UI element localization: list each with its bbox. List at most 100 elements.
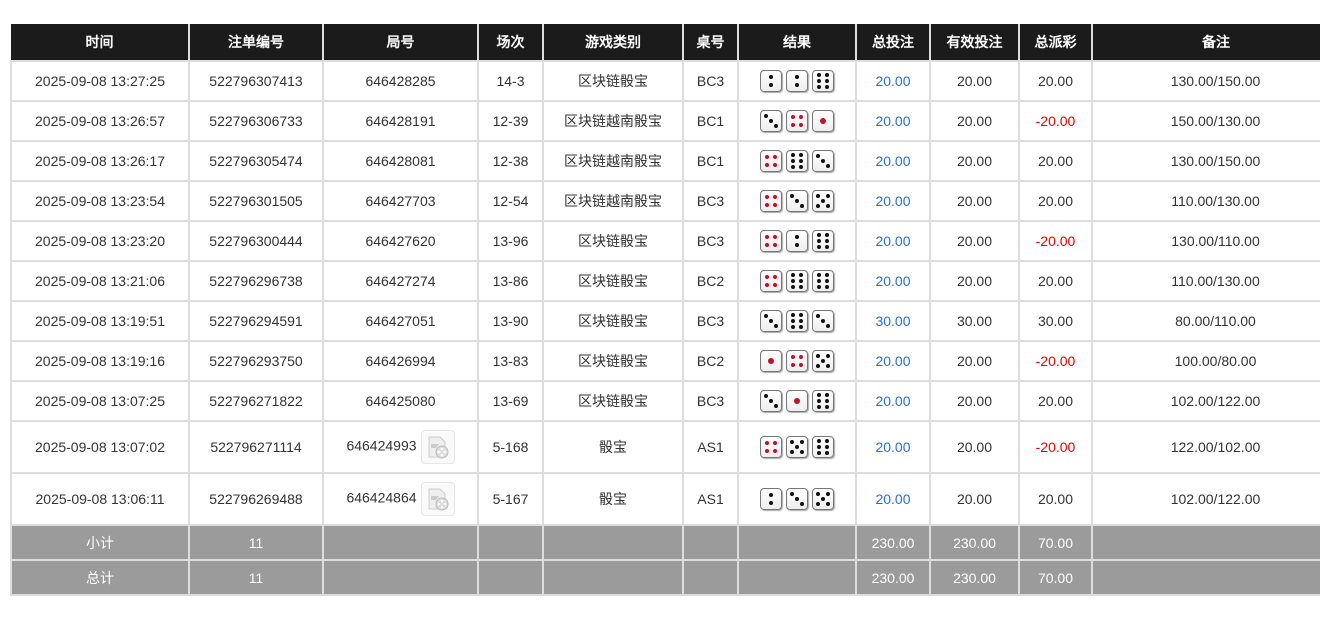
die-1-icon (812, 110, 834, 132)
session-cell: 5-168 (477, 420, 544, 474)
valid-bet-cell: 20.00 (929, 100, 1020, 142)
payout-cell: 20.00 (1018, 380, 1093, 422)
subtotal-label: 小计 (10, 524, 190, 561)
total-label: 总计 (10, 559, 190, 596)
time-cell: 2025-09-08 13:23:54 (10, 180, 190, 222)
table-row: 2025-09-08 13:27:25 522796307413 646428285… (10, 60, 1320, 102)
session-cell: 13-69 (477, 380, 544, 422)
table-row: 2025-09-08 13:19:51 522796294591 646427051… (10, 300, 1320, 342)
result-cell (737, 300, 857, 342)
bet-no-cell: 522796294591 (188, 300, 324, 342)
die-5-icon (812, 190, 834, 212)
header-bet-no: 注单编号 (188, 24, 323, 61)
table-no-cell: BC2 (682, 260, 739, 302)
round-cell: 646427051 (322, 300, 479, 342)
game-type-cell: 区块链骰宝 (542, 340, 684, 382)
round-number: 646427274 (365, 273, 436, 289)
subtotal-total-bet: 230.00 (855, 524, 931, 561)
die-3-icon (786, 488, 808, 510)
payout-cell: 20.00 (1018, 60, 1093, 102)
round-cell: 646424864 (322, 472, 479, 526)
note-cell: 122.00/102.00 (1091, 420, 1320, 474)
note-cell: 110.00/130.00 (1091, 260, 1320, 302)
note-cell: 150.00/130.00 (1091, 100, 1320, 142)
payout-cell: 20.00 (1018, 472, 1093, 526)
round-cell: 646427703 (322, 180, 479, 222)
valid-bet-cell: 20.00 (929, 60, 1020, 102)
die-4-icon (786, 110, 808, 132)
table-no-cell: BC1 (682, 100, 739, 142)
round-number: 646424993 (346, 437, 417, 454)
game-type-cell: 区块链骰宝 (542, 60, 684, 102)
session-cell: 12-39 (477, 100, 544, 142)
session-cell: 12-38 (477, 140, 544, 182)
table-row: 2025-09-08 13:21:06 522796296738 646427274… (10, 260, 1320, 302)
total-bet-cell: 30.00 (855, 300, 931, 342)
bet-no-cell: 522796293750 (188, 340, 324, 382)
total-bet-cell: 20.00 (855, 180, 931, 222)
bet-records-table: 时间 注单编号 局号 场次 游戏类别 桌号 结果 总投注 有效投注 总派彩 备注 2025-09-0… (10, 24, 1320, 596)
round-number: 646428285 (365, 73, 436, 89)
result-cell (737, 260, 857, 302)
round-number: 646426994 (365, 353, 436, 369)
bet-no-cell: 522796271822 (188, 380, 324, 422)
round-number: 646427051 (365, 313, 436, 329)
result-cell (737, 140, 857, 182)
time-cell: 2025-09-08 13:26:17 (10, 140, 190, 182)
game-type-cell: 区块链越南骰宝 (542, 140, 684, 182)
header-session: 场次 (477, 24, 543, 61)
round-number: 646425080 (365, 393, 436, 409)
die-3-icon (760, 310, 782, 332)
valid-bet-cell: 20.00 (929, 220, 1020, 262)
empty-cell (1091, 524, 1320, 561)
payout-cell: -20.00 (1018, 340, 1093, 382)
table-row: 2025-09-08 13:23:20 522796300444 646427620… (10, 220, 1320, 262)
round-cell: 646427274 (322, 260, 479, 302)
round-cell: 646428191 (322, 100, 479, 142)
empty-cell (682, 559, 739, 596)
valid-bet-cell: 20.00 (929, 340, 1020, 382)
die-4-icon (786, 350, 808, 372)
die-5-icon (812, 488, 834, 510)
time-cell: 2025-09-08 13:27:25 (10, 60, 190, 102)
table-no-cell: BC3 (682, 60, 739, 102)
total-bet-cell: 20.00 (855, 220, 931, 262)
note-cell: 102.00/122.00 (1091, 380, 1320, 422)
round-number: 646427620 (365, 233, 436, 249)
payout-cell: 20.00 (1018, 260, 1093, 302)
payout-cell: -20.00 (1018, 220, 1093, 262)
valid-bet-cell: 20.00 (929, 140, 1020, 182)
die-3-icon (812, 310, 834, 332)
note-cell: 130.00/150.00 (1091, 60, 1320, 102)
session-cell: 13-83 (477, 340, 544, 382)
result-cell (737, 340, 857, 382)
header-time: 时间 (11, 24, 189, 61)
valid-bet-cell: 20.00 (929, 260, 1020, 302)
result-cell (737, 180, 857, 222)
total-row: 总计 11 230.00 230.00 70.00 (10, 559, 1320, 596)
total-bet-cell: 20.00 (855, 140, 931, 182)
round-cell: 646424993 (322, 420, 479, 474)
round-number: 646424864 (346, 489, 417, 506)
round-cell: 646425080 (322, 380, 479, 422)
round-number: 646427703 (365, 193, 436, 209)
empty-cell (737, 524, 857, 561)
video-replay-icon[interactable] (420, 430, 455, 464)
game-type-cell: 骰宝 (542, 472, 684, 526)
table-no-cell: AS1 (682, 472, 739, 526)
round-cell: 646427620 (322, 220, 479, 262)
table-no-cell: BC3 (682, 380, 739, 422)
die-6-icon (786, 150, 808, 172)
table-row: 2025-09-08 13:07:25 522796271822 646425080… (10, 380, 1320, 422)
session-cell: 5-167 (477, 472, 544, 526)
time-cell: 2025-09-08 13:06:11 (10, 472, 190, 526)
total-bet-cell: 20.00 (855, 380, 931, 422)
table-no-cell: BC2 (682, 340, 739, 382)
note-cell: 100.00/80.00 (1091, 340, 1320, 382)
round-cell: 646426994 (322, 340, 479, 382)
die-1-icon (760, 350, 782, 372)
header-result: 结果 (737, 24, 856, 61)
video-replay-icon[interactable] (420, 482, 455, 516)
result-cell (737, 380, 857, 422)
valid-bet-cell: 30.00 (929, 300, 1020, 342)
